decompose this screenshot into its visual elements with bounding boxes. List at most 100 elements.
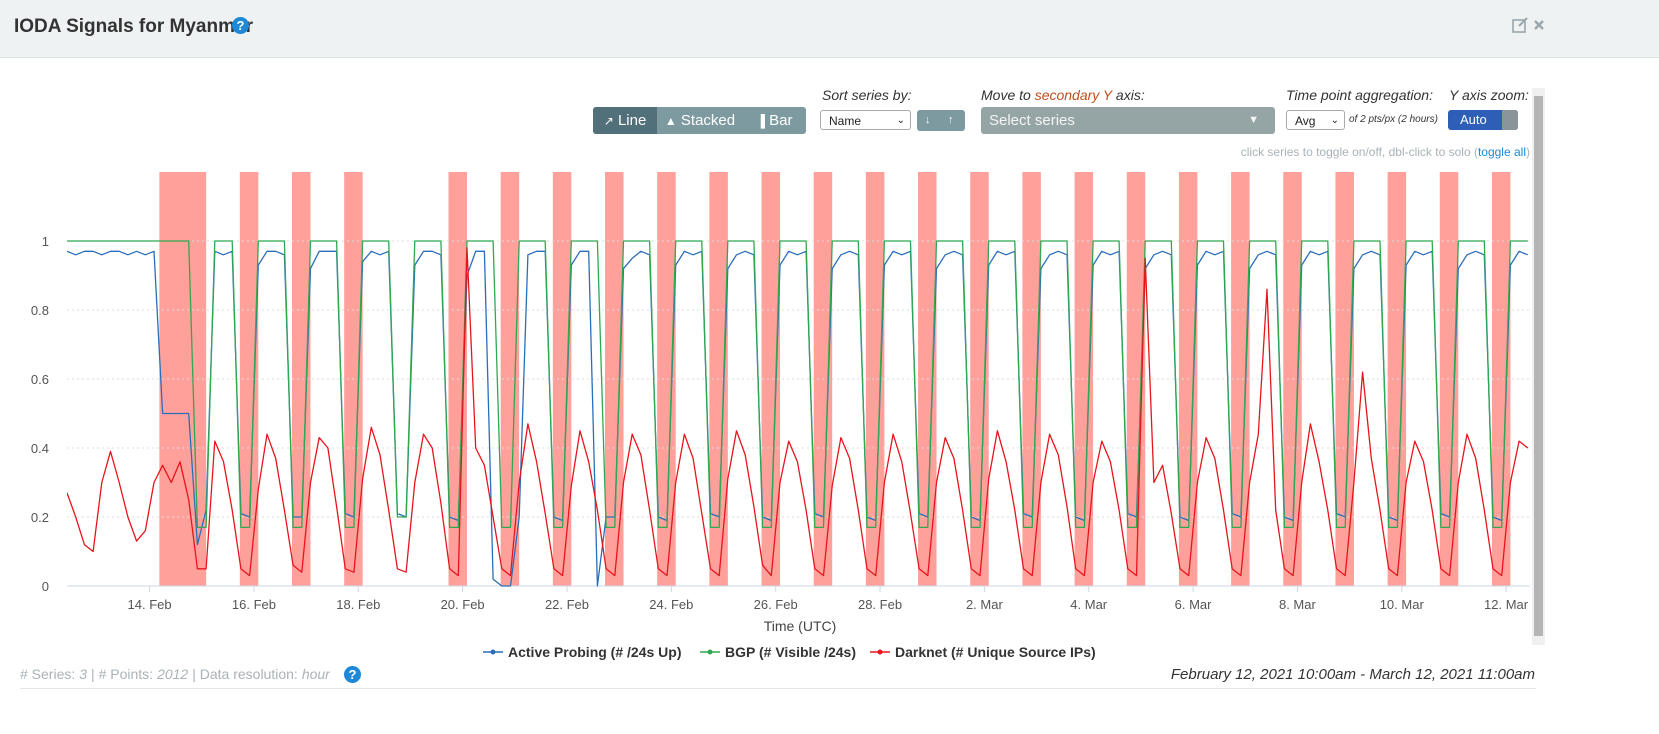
x-tick-label: 28. Feb xyxy=(858,597,902,612)
x-tick-label: 12. Mar xyxy=(1484,597,1529,612)
x-tick-label: 8. Mar xyxy=(1279,597,1317,612)
x-tick-label: 20. Feb xyxy=(441,597,485,612)
view-toggle: ↗ Line ▲ Stacked ▐ Bar xyxy=(593,107,806,134)
series-layer xyxy=(67,240,1529,587)
legend-swatch xyxy=(870,649,890,655)
y-tick-label: 1 xyxy=(42,234,49,249)
legend: Active Probing (# /24s Up) BGP (# Visible… xyxy=(0,644,1600,664)
sort-desc[interactable]: ↓ xyxy=(925,114,931,126)
y-tick-label: 0.2 xyxy=(31,510,49,525)
bar-button[interactable]: ▐ Bar xyxy=(756,112,793,129)
x-tick-label: 14. Feb xyxy=(128,597,172,612)
x-tick-label: 10. Mar xyxy=(1380,597,1425,612)
stat-value: 3 xyxy=(79,666,88,682)
stacked-button[interactable]: ▲ Stacked xyxy=(664,112,736,129)
series-select[interactable]: Select series ▼ xyxy=(981,107,1275,134)
x-tick-label: 26. Feb xyxy=(754,597,798,612)
stat-value: hour xyxy=(301,666,330,682)
stat-value: 2012 xyxy=(157,666,189,682)
legend-item[interactable]: Active Probing (# /24s Up) xyxy=(483,644,681,660)
select-placeholder: Select series xyxy=(989,112,1075,129)
aggregation-value: Avg xyxy=(1295,114,1316,128)
date-range: February 12, 2021 10:00am - March 12, 20… xyxy=(1170,666,1535,683)
edit-pen xyxy=(1518,17,1528,27)
sort-asc[interactable]: ↑ xyxy=(948,114,954,126)
outage-band xyxy=(1335,172,1354,586)
outage-band xyxy=(291,172,311,586)
legend-item[interactable]: Darknet (# Unique Source IPs) xyxy=(870,644,1096,660)
button-label: Line xyxy=(617,112,647,129)
aggregation-label: Time point aggregation: xyxy=(1286,87,1433,103)
label-part: Move to xyxy=(981,87,1035,103)
sort-select[interactable]: Name ⌄ xyxy=(820,110,911,130)
legend-item[interactable]: BGP (# Visible /24s) xyxy=(700,644,856,660)
scrollbar[interactable] xyxy=(1532,88,1545,645)
hint-text: click series to toggle on/off, dbl-click… xyxy=(1240,145,1478,159)
y-tick-label: 0.4 xyxy=(31,441,49,456)
outage-band xyxy=(1491,172,1511,586)
move-label: Move to secondary Y axis: xyxy=(981,87,1145,103)
y-tick-label: 0.6 xyxy=(31,372,49,387)
sort-label: Sort series by: xyxy=(822,87,912,103)
outage-band xyxy=(1387,172,1407,586)
zoom-toggle[interactable]: Auto xyxy=(1448,110,1518,130)
footer-stats: # Series: 3 | # Points: 2012 | Data resoluti… xyxy=(20,666,334,682)
zoom-value: Auto xyxy=(1460,112,1487,127)
help-icon[interactable]: ? xyxy=(232,17,249,34)
toggle-all-link[interactable]: toggle all xyxy=(1477,145,1526,159)
x-tick-label: 6. Mar xyxy=(1175,597,1213,612)
legend-swatch xyxy=(483,649,503,655)
outage-band xyxy=(865,172,885,586)
footer-rule xyxy=(20,688,1536,689)
x-tick-label: 2. Mar xyxy=(966,597,1004,612)
x-axis-title: Time (UTC) xyxy=(764,618,837,634)
outage-band xyxy=(1231,172,1250,586)
outage-band xyxy=(1022,172,1041,586)
outage-band xyxy=(657,172,676,586)
outage-band xyxy=(1126,172,1146,586)
sort-value: Name xyxy=(829,114,862,128)
help-icon[interactable]: ? xyxy=(344,666,361,683)
x-tick-label: 4. Mar xyxy=(1070,597,1108,612)
label-part: axis: xyxy=(1112,87,1145,103)
legend-label: Darknet (# Unique Source IPs) xyxy=(895,644,1096,660)
y-tick-label: 0.8 xyxy=(31,303,49,318)
outage-band xyxy=(761,172,781,586)
legend-label: Active Probing (# /24s Up) xyxy=(508,644,682,660)
close-icon[interactable] xyxy=(1534,20,1544,30)
x-tick-label: 16. Feb xyxy=(232,597,276,612)
stat-label: | # Points: xyxy=(91,666,154,682)
button-label: Stacked xyxy=(680,112,736,129)
header: IODA Signals for Myanmar ? xyxy=(0,0,1659,58)
line-button[interactable]: ↗ Line xyxy=(593,107,657,134)
aggregation-select[interactable]: Avg ⌄ xyxy=(1286,110,1345,130)
hint: click series to toggle on/off, dbl-click… xyxy=(1241,145,1530,159)
legend-label: BGP (# Visible /24s) xyxy=(725,644,856,660)
outage-band xyxy=(605,172,624,586)
stat-label: | Data resolution: xyxy=(192,666,298,682)
label-highlight: secondary Y xyxy=(1034,87,1113,103)
outage-band xyxy=(500,172,520,586)
sort-direction: ↓ ↑ xyxy=(917,110,965,131)
button-label: Bar xyxy=(769,112,793,129)
hint-text: ) xyxy=(1526,145,1530,159)
stat-label: # Series: xyxy=(20,666,76,682)
series-line xyxy=(67,240,1528,529)
zoom-label: Y axis zoom: xyxy=(1449,87,1529,103)
legend-swatch xyxy=(700,649,720,655)
axis-layer: 0 0.2 0.4 0.6 0.8 1 14. Feb 16. Feb 18. Feb 20. F… xyxy=(31,234,1529,612)
y-tick-label: 0 xyxy=(42,579,49,594)
outage-band xyxy=(1439,172,1459,586)
aggregation-note: of 2 pts/px (2 hours) xyxy=(1349,114,1438,125)
header-icons xyxy=(1512,17,1544,33)
title: IODA Signals for Myanmar xyxy=(14,16,253,37)
outage-band xyxy=(239,172,259,586)
outage-band xyxy=(970,172,989,586)
x-tick-label: 18. Feb xyxy=(336,597,380,612)
edit-icon[interactable] xyxy=(1512,19,1526,33)
x-tick-label: 22. Feb xyxy=(545,597,589,612)
x-tick-label: 24. Feb xyxy=(649,597,693,612)
series-line xyxy=(67,247,1529,577)
